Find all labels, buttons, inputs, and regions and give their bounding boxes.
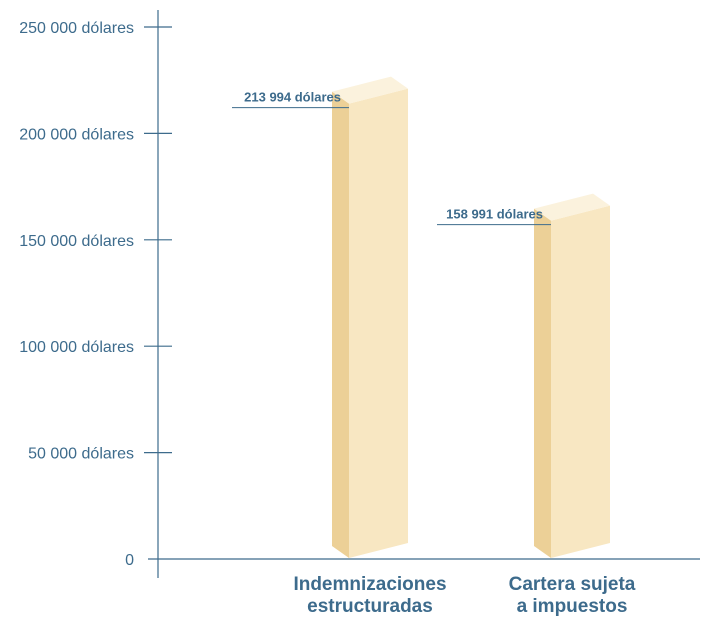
bar-front-face [349, 88, 408, 559]
category-label-line: estructuradas [307, 596, 433, 617]
data-labels: 213 994 dólares 158 991 dólares [232, 90, 551, 226]
category-labels: Indemnizaciones estructuradas Cartera suje… [293, 574, 635, 617]
category-label: Indemnizaciones estructuradas [293, 574, 446, 617]
category-label-line: Cartera sujeta [509, 574, 636, 595]
data-label: 158 991 dólares [446, 207, 543, 222]
y-tick-label: 0 [125, 552, 134, 569]
category-label-line: a impuestos [517, 596, 628, 617]
bars [332, 76, 610, 559]
bar-side-face [332, 91, 349, 559]
category-label-line: Indemnizaciones [293, 574, 446, 595]
y-tick-label: 200 000 dólares [19, 126, 134, 143]
y-tick-label: 100 000 dólares [19, 339, 134, 356]
category-label: Cartera sujeta a impuestos [509, 574, 636, 617]
bar-side-face [534, 208, 551, 558]
y-tick-label: 50 000 dólares [28, 446, 134, 463]
bar-front-face [551, 205, 610, 558]
y-tick-label: 150 000 dólares [19, 233, 134, 250]
y-axis: 0 50 000 dólares 100 000 dólares 150 000 dó… [19, 10, 700, 578]
data-label: 213 994 dólares [244, 90, 341, 105]
bar [534, 193, 610, 558]
y-tick-label: 250 000 dólares [19, 20, 134, 37]
bar-top-face [332, 76, 408, 104]
bar [332, 76, 408, 559]
bar-top-face [534, 193, 610, 221]
